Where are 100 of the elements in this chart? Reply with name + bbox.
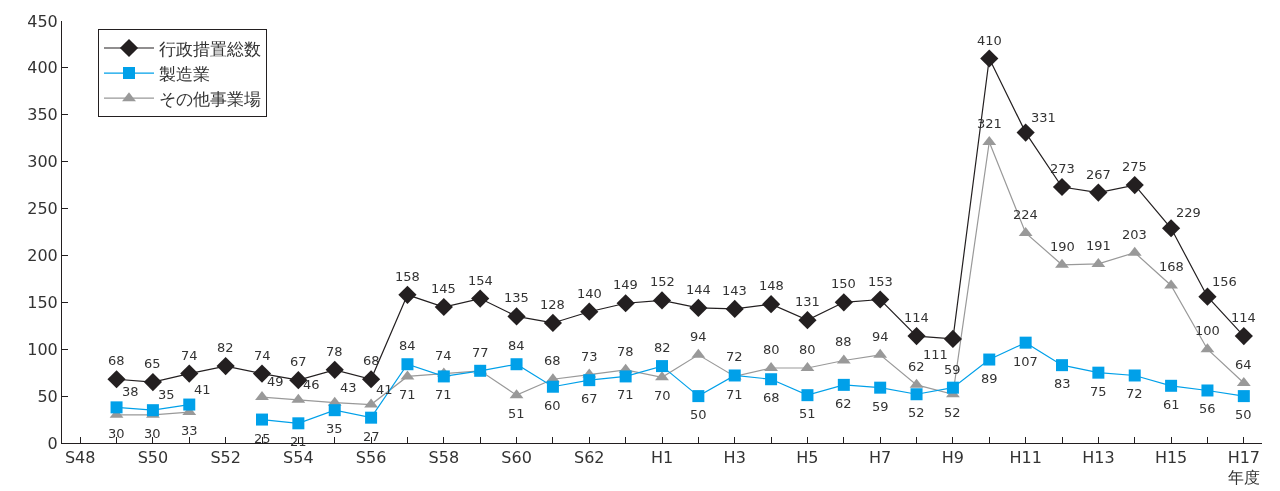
point: [107, 370, 126, 389]
x-tick-label: H11: [1009, 448, 1042, 468]
point: [543, 313, 563, 333]
point: [1198, 287, 1217, 306]
point: [1237, 390, 1250, 403]
data-label: 131: [795, 294, 820, 309]
point: [910, 388, 923, 401]
data-label: 149: [613, 277, 638, 292]
point: [143, 372, 163, 392]
data-label: 68: [544, 353, 561, 368]
point: [401, 358, 414, 371]
point: [871, 290, 890, 309]
y-tick-label: 150: [27, 292, 58, 312]
data-label: 52: [908, 405, 925, 420]
x-tick-label: S58: [428, 448, 460, 468]
data-label: 224: [1013, 207, 1038, 222]
data-label: 71: [435, 387, 452, 402]
point: [1201, 384, 1214, 397]
data-label: 27: [363, 429, 380, 444]
data-label: 168: [1159, 259, 1184, 274]
data-label: 50: [690, 407, 707, 422]
point: [434, 297, 453, 317]
data-label: 56: [1199, 401, 1216, 416]
point: [292, 417, 305, 430]
point: [507, 307, 526, 326]
data-label: 89: [981, 371, 998, 386]
point: [183, 398, 196, 411]
data-label: 46: [303, 377, 320, 392]
point: [146, 404, 159, 417]
data-label: 49: [267, 374, 284, 389]
data-label: 143: [722, 283, 747, 298]
data-label: 67: [581, 391, 598, 406]
data-label: 111: [923, 347, 948, 362]
data-label: 83: [1054, 376, 1071, 391]
point: [110, 401, 123, 414]
point: [907, 326, 926, 346]
point: [255, 391, 269, 401]
data-label: 74: [435, 348, 452, 363]
data-label: 191: [1086, 238, 1111, 253]
point: [1055, 258, 1069, 268]
data-label: 229: [1176, 205, 1201, 220]
data-label: 35: [158, 387, 175, 402]
point: [471, 289, 490, 308]
data-label: 68: [763, 390, 780, 405]
data-label: 33: [181, 423, 198, 438]
legend-label: その他事業場: [159, 88, 261, 109]
data-label: 410: [977, 33, 1002, 48]
data-label: 114: [1231, 310, 1256, 325]
point: [437, 370, 450, 383]
point: [1128, 369, 1141, 382]
point: [216, 357, 235, 376]
point: [619, 370, 632, 383]
point: [1016, 123, 1035, 142]
x-tick-label: H17: [1227, 448, 1261, 468]
x-tick-label: H13: [1082, 448, 1115, 468]
data-label: 64: [1235, 357, 1252, 372]
data-label: 51: [799, 406, 816, 421]
point: [325, 360, 344, 379]
data-label: 78: [617, 344, 634, 359]
x-tick-label: H3: [723, 448, 746, 468]
x-tick-label: S56: [355, 448, 387, 468]
point: [1056, 359, 1068, 372]
point: [761, 295, 781, 314]
point: [837, 378, 850, 391]
data-label: 65: [144, 356, 161, 371]
data-label: 94: [872, 329, 889, 344]
x-tick-label: H15: [1154, 448, 1188, 468]
data-label: 158: [395, 269, 420, 284]
point: [689, 298, 708, 318]
point: [1019, 336, 1032, 349]
data-label: 72: [726, 349, 743, 364]
data-label: 77: [472, 345, 489, 360]
y-tick-label: 300: [27, 152, 58, 172]
point: [874, 381, 887, 394]
data-label: 275: [1122, 159, 1147, 174]
data-label: 267: [1086, 167, 1111, 182]
data-label: 94: [690, 329, 707, 344]
point: [656, 360, 668, 373]
data-label: 82: [217, 340, 234, 355]
point: [1089, 183, 1108, 202]
data-label: 80: [799, 342, 816, 357]
data-label: 107: [1013, 354, 1038, 369]
data-label: 100: [1195, 323, 1220, 338]
data-label: 114: [904, 310, 929, 325]
data-label: 35: [326, 421, 343, 436]
point: [580, 302, 599, 321]
x-tick-label: H1: [650, 448, 674, 468]
point: [583, 374, 596, 387]
y-tick-label: 200: [27, 246, 58, 266]
point: [980, 49, 999, 68]
data-label: 273: [1050, 161, 1075, 176]
data-label: 68: [363, 353, 380, 368]
y-tick-label: 50: [37, 386, 58, 406]
data-label: 82: [654, 340, 671, 355]
data-label: 84: [399, 338, 416, 353]
legend-label: 製造業: [159, 63, 210, 84]
data-label: 84: [508, 338, 525, 353]
data-label: 135: [504, 290, 529, 305]
data-label: 60: [544, 398, 561, 413]
data-label: 67: [290, 354, 307, 369]
